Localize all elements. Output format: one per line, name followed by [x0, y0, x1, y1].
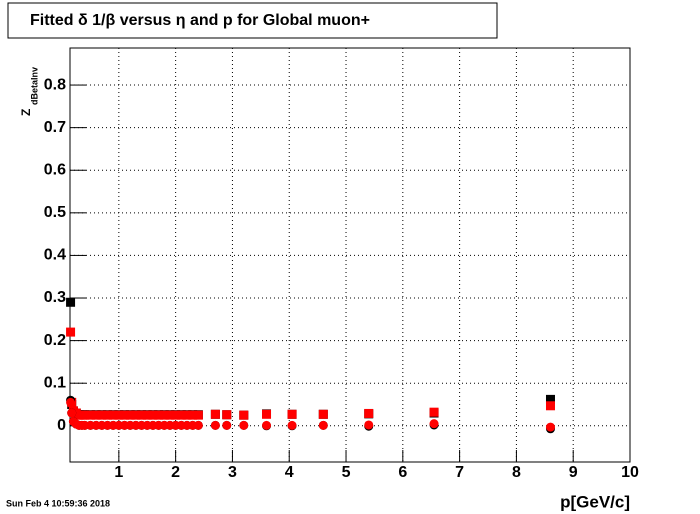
square-marker — [102, 410, 112, 420]
square-marker — [287, 409, 297, 419]
circle-marker — [210, 420, 220, 430]
square-marker — [131, 410, 141, 420]
circle-marker — [287, 420, 297, 430]
square-marker — [66, 297, 76, 307]
square-marker — [222, 410, 232, 420]
square-marker — [114, 410, 124, 420]
y-axis-label: Z — [19, 109, 33, 116]
x-tick-label: 10 — [621, 464, 639, 481]
chart-title: Fitted δ 1/β versus η and p for Global m… — [30, 12, 370, 29]
square-marker — [545, 401, 555, 411]
square-marker — [176, 410, 186, 420]
square-marker — [262, 409, 272, 419]
square-marker — [171, 410, 181, 420]
square-marker — [125, 410, 135, 420]
y-tick-label: 0.1 — [44, 374, 66, 391]
y-tick-label: 0.6 — [44, 161, 66, 178]
square-marker — [154, 410, 164, 420]
square-marker — [137, 410, 147, 420]
title-box — [7, 2, 498, 39]
x-axis-label: p[GeV/c] — [560, 492, 630, 511]
square-marker — [97, 410, 107, 420]
square-marker — [148, 410, 158, 420]
square-marker — [193, 410, 203, 420]
square-marker — [239, 410, 249, 420]
square-marker — [182, 410, 192, 420]
square-marker — [364, 408, 374, 418]
y-tick-label: 0 — [57, 417, 66, 434]
circle-marker — [262, 420, 272, 430]
square-marker — [429, 407, 439, 417]
x-tick-label: 7 — [455, 464, 464, 481]
circle-marker — [318, 420, 328, 430]
y-axis-label-sub: dBetaInv — [29, 67, 39, 105]
square-marker — [142, 410, 152, 420]
y-tick-label: 0.7 — [44, 119, 66, 136]
circle-marker — [364, 420, 374, 430]
circle-marker — [239, 420, 249, 430]
x-tick-label: 1 — [114, 464, 123, 481]
x-tick-label: 6 — [398, 464, 407, 481]
circle-marker — [429, 419, 439, 429]
circle-marker — [67, 408, 77, 418]
y-tick-label: 0.2 — [44, 332, 66, 349]
y-tick-label: 0.3 — [44, 289, 66, 306]
square-marker — [91, 410, 101, 420]
square-marker — [188, 410, 198, 420]
square-marker — [80, 410, 90, 420]
y-tick-label: 0.4 — [44, 247, 66, 264]
x-tick-label: 5 — [342, 464, 351, 481]
circle-marker — [66, 397, 76, 407]
x-tick-label: 9 — [569, 464, 578, 481]
square-marker — [545, 394, 555, 404]
square-marker — [108, 410, 118, 420]
circle-marker — [545, 422, 555, 432]
square-marker — [85, 410, 95, 420]
y-tick-label: 0.5 — [44, 204, 66, 221]
x-tick-label: 2 — [171, 464, 180, 481]
circle-marker — [222, 420, 232, 430]
square-marker — [210, 409, 220, 419]
circle-marker — [193, 420, 203, 430]
square-marker — [66, 327, 76, 337]
timestamp: Sun Feb 4 10:59:36 2018 — [6, 498, 110, 508]
square-marker — [165, 410, 175, 420]
x-tick-label: 4 — [285, 464, 294, 481]
x-tick-label: 8 — [512, 464, 521, 481]
square-marker — [318, 409, 328, 419]
x-tick-label: 3 — [228, 464, 237, 481]
y-tick-label: 0.8 — [44, 76, 66, 93]
square-marker — [159, 410, 169, 420]
square-marker — [120, 410, 130, 420]
